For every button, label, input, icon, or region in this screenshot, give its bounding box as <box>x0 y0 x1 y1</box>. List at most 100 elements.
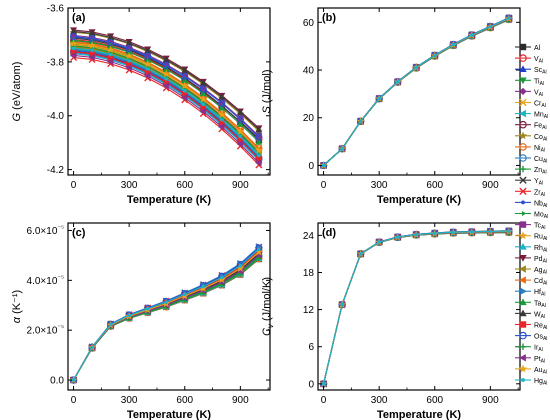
data-point <box>69 51 77 59</box>
data-point <box>377 240 381 244</box>
data-point <box>340 146 344 151</box>
data-point <box>143 59 152 68</box>
data-point <box>164 77 169 81</box>
legend-label: MoAl <box>534 212 548 221</box>
data-point <box>88 41 97 49</box>
data-point <box>358 119 363 124</box>
legend-marker <box>519 154 527 162</box>
legend-label: ZnAl <box>534 167 547 176</box>
series-line-ta-al <box>323 18 510 166</box>
legend-marker <box>519 354 526 362</box>
data-point <box>257 247 261 251</box>
x-axis-label: Temperature (K) <box>377 409 461 420</box>
legend-label: ZrAl <box>534 189 545 198</box>
legend-item: MnAl <box>515 109 548 120</box>
series-line-cu-al <box>323 231 509 384</box>
data-point <box>144 69 151 76</box>
data-point <box>125 44 133 53</box>
legend-item: CoAl <box>515 131 547 142</box>
plot-frame <box>317 7 521 176</box>
legend-marker <box>519 331 527 340</box>
legend-marker <box>518 364 528 373</box>
legend-label: CdAl <box>534 278 547 287</box>
legend-label: HfAl <box>534 289 545 298</box>
series-line-os-al <box>323 17 510 166</box>
series-line-rh-al <box>323 19 510 166</box>
panel-tag: (d) <box>322 227 336 239</box>
series-line-os-al <box>73 247 260 381</box>
data-point <box>254 146 263 154</box>
y-axis-label: S (J/mol) <box>261 69 273 113</box>
legend-label: VAl <box>534 89 543 98</box>
data-point <box>321 163 326 168</box>
data-point <box>70 32 77 39</box>
series-line-y-al <box>323 17 510 166</box>
series-line-v-al <box>323 230 509 384</box>
x-axis-label: Temperature (K) <box>377 194 461 206</box>
legend-label: ReAl <box>534 323 547 332</box>
series-line-cu-al <box>323 18 510 166</box>
data-point <box>162 69 171 78</box>
series-line-al <box>323 232 509 384</box>
data-point <box>432 231 437 235</box>
legend-item: CuAl <box>515 154 547 165</box>
data-point <box>217 110 226 119</box>
legend-label: HgAl <box>534 378 547 387</box>
data-point <box>163 79 170 86</box>
data-point <box>199 85 207 93</box>
data-point <box>145 306 150 311</box>
series-line-re-al <box>323 17 510 166</box>
data-point <box>199 79 207 86</box>
legend-label: ScAl <box>534 67 547 76</box>
series-line-hg-al <box>323 230 509 384</box>
series-line-ni-al <box>323 19 510 166</box>
series-line-zn-al <box>323 18 510 166</box>
legend-marker <box>519 98 527 107</box>
series-line-co-al <box>323 230 509 384</box>
series-line-mo-al <box>323 231 509 384</box>
data-point <box>181 91 188 98</box>
y-tick-label: 4.0×10⁻⁵ <box>27 275 65 287</box>
legend-marker <box>519 309 527 317</box>
series-line-hf-al <box>323 17 510 166</box>
series-line-pd-al <box>323 18 510 166</box>
y-tick-label: 0 <box>308 379 314 390</box>
legend-marker <box>519 54 527 62</box>
data-point <box>181 94 188 102</box>
data-point <box>218 99 225 106</box>
data-point <box>218 93 226 100</box>
legend-label: RuAl <box>534 234 547 243</box>
y-axis-label: α (K⁻¹) <box>11 290 23 323</box>
y-axis-label: G (eV/atom) <box>11 62 23 122</box>
panel-tag: (a) <box>72 12 86 24</box>
series-line-sc-al <box>323 231 509 384</box>
data-point <box>238 134 243 139</box>
series-line-zr-al <box>323 230 509 384</box>
data-point <box>71 378 76 382</box>
data-point <box>199 107 206 115</box>
legend-label: NiAl <box>534 145 545 154</box>
series-line-cr-al <box>323 231 509 384</box>
series-group <box>319 226 513 388</box>
data-point <box>199 95 208 103</box>
legend-item: PtAl <box>515 354 545 364</box>
plot-frame <box>317 222 521 391</box>
data-point <box>236 115 244 124</box>
series-line-w-al <box>323 231 509 384</box>
series-line-pt-al <box>323 18 510 166</box>
legend-item: FeAl <box>515 120 547 132</box>
data-point <box>108 322 113 327</box>
data-point <box>395 79 400 84</box>
legend-marker <box>519 109 526 118</box>
data-point <box>451 42 456 47</box>
legend-label: AuAl <box>534 367 547 376</box>
data-point <box>507 16 511 20</box>
series-line-ir-al <box>323 18 510 166</box>
legend-item: HgAl <box>515 378 547 387</box>
data-point <box>89 34 96 41</box>
series-line-tc-al <box>323 17 510 166</box>
series-line-rh-al <box>323 231 509 384</box>
x-tick-label: 0 <box>71 180 77 191</box>
legend-label: FeAl <box>534 123 547 132</box>
